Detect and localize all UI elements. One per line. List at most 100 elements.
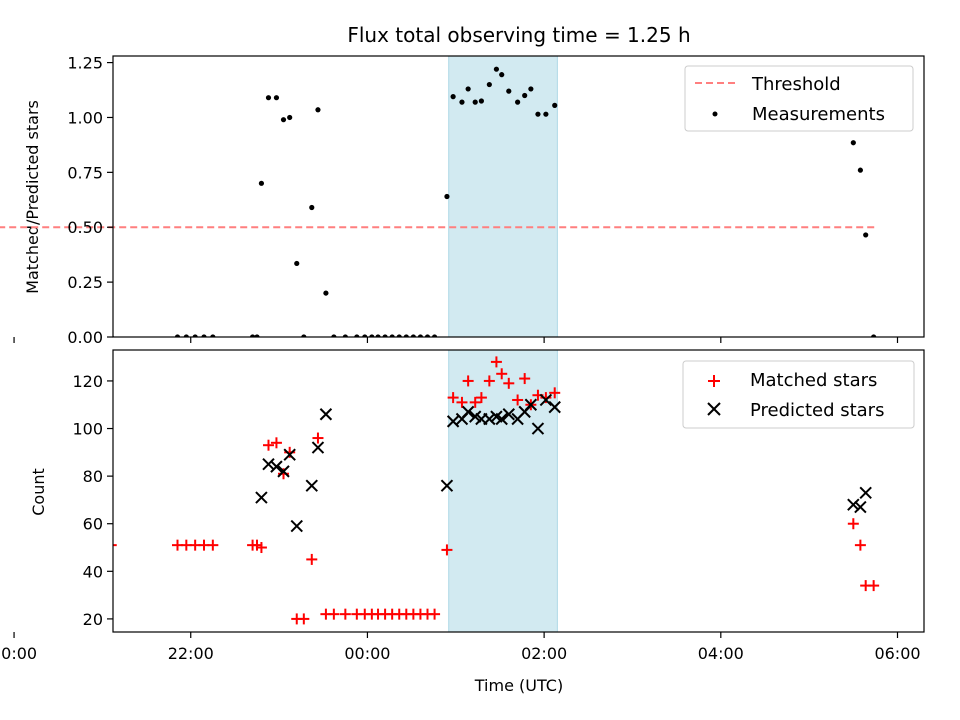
predicted-star-point [854, 500, 867, 514]
y-tick-label: 100 [72, 420, 103, 439]
predicted-star-point [262, 458, 275, 471]
chart-title: Flux total observing time = 1.25 h [347, 23, 690, 47]
measurement-point [201, 334, 207, 337]
matched-star-point [429, 608, 441, 620]
predicted-star-point [446, 415, 460, 428]
matched-star-point [847, 518, 859, 530]
matched-star-point [298, 613, 310, 625]
measurement-point [863, 232, 869, 238]
matched-star-point [475, 392, 487, 404]
matched-star-point [262, 439, 274, 451]
measurement-point [535, 111, 541, 117]
y-tick-label: 1.25 [67, 54, 103, 73]
matched-star-point [339, 608, 351, 620]
top-panel: 0.00 0.25 0.50 0.75 1.00 1.25 Threshold Measu… [0, 54, 925, 347]
y-tick-label: 0.50 [67, 218, 103, 237]
measurement-point [354, 334, 360, 337]
measurement-point [183, 334, 189, 337]
predicted-star-point [859, 486, 872, 499]
predicted-star-point [305, 479, 318, 492]
measurement-point [506, 88, 512, 94]
predicted-star-point [440, 479, 454, 492]
measurement-point [389, 334, 395, 337]
predicted-star-point [483, 412, 496, 426]
measurement-point [543, 111, 549, 117]
matched-star-point [328, 608, 340, 620]
matched-star-point [549, 387, 561, 399]
measurement-point [258, 180, 265, 186]
measurement-point [403, 334, 409, 337]
matched-star-point [868, 580, 880, 592]
matched-star-point [306, 553, 318, 565]
matched-star-point [312, 432, 324, 444]
measurement-point [528, 86, 534, 92]
predicted-star-point [255, 491, 268, 504]
measurement-point [342, 334, 348, 337]
matched-star-point [503, 377, 515, 389]
matched-star-point [483, 375, 495, 387]
measurement-point [417, 334, 424, 337]
measurement-point [424, 334, 431, 337]
measurement-point [38, 334, 43, 339]
measurements-legend-swatch [712, 111, 718, 117]
threshold-legend-label: Threshold [751, 74, 841, 95]
predicted-star-point [548, 400, 561, 414]
matched-star-point [255, 542, 267, 554]
matched-star-point [62, 540, 73, 551]
measurement-point [323, 290, 329, 296]
measurement-point [444, 193, 450, 200]
measurement-point [515, 99, 521, 105]
measurements-legend-label: Measurements [752, 104, 885, 125]
measurement-point [249, 334, 256, 337]
predicted-star-point [461, 405, 475, 419]
measurement-point [857, 167, 863, 173]
measurement-point [396, 334, 402, 337]
measurement-point [315, 107, 321, 113]
measurement-point [493, 66, 500, 72]
predicted-stars-series [255, 393, 872, 533]
measurement-point [280, 117, 287, 123]
predicted-star-point [502, 408, 515, 421]
matched-stars-legend-label: Matched stars [750, 370, 877, 391]
shaded-span-rect [448, 55, 558, 338]
y-tick-label: 40 [83, 562, 103, 581]
top-x-axis-ticks [13, 337, 899, 343]
matched-star-point [854, 539, 866, 551]
measurement-point [192, 334, 198, 337]
top-legend: Threshold Measurements [684, 65, 914, 132]
x-tick-label: 00:00 [344, 644, 390, 663]
predicted-stars-legend-swatch [707, 402, 721, 416]
top-y-axis-label: Matched/Predicted stars [23, 100, 42, 294]
x-tick-label: 22:00 [168, 644, 214, 663]
matched-star-point [97, 540, 108, 551]
predicted-stars-legend-label: Predicted stars [750, 400, 884, 421]
measurement-point [369, 334, 375, 337]
y-tick-label: 0.00 [67, 328, 103, 347]
measurement-point [450, 94, 456, 100]
y-tick-label: 120 [72, 372, 103, 391]
top-y-axis-ticks: 0.00 0.25 0.50 0.75 1.00 1.25 [67, 54, 113, 347]
matched-stars-legend-swatch [708, 375, 720, 387]
top-panel-frame [112, 55, 925, 338]
measurement-point [522, 92, 528, 99]
measurement-point [552, 102, 558, 108]
bottom-y-axis-ticks: 20 40 60 80 100 120 [72, 372, 113, 629]
bottom-x-axis-ticks: 20:00 22:00 00:00 02:00 04:00 06:00 [0, 632, 921, 663]
predicted-star-point [539, 393, 553, 407]
matched-star-point [113, 544, 117, 547]
measurement-point [47, 334, 52, 339]
y-tick-label: 20 [83, 610, 103, 629]
bottom-legend-box [682, 360, 915, 429]
bottom-panel-frame [112, 349, 925, 633]
predicted-star-point [290, 519, 303, 533]
y-tick-label: 0.75 [67, 163, 103, 182]
predicted-star-point [524, 398, 538, 411]
matched-star-point [44, 540, 55, 551]
measurement-point [362, 334, 368, 337]
measurements-series [38, 66, 877, 339]
measurement-point [210, 334, 216, 337]
measurement-point [472, 99, 478, 105]
bottom-panel: 20 40 60 80 100 120 20:00 22:00 00:00 02:00 04:00… [0, 349, 925, 663]
matched-star-point [35, 540, 46, 551]
